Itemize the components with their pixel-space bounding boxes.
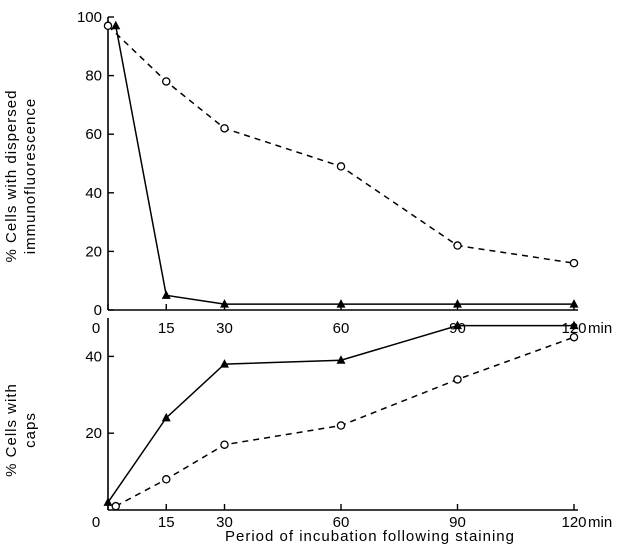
panel1-series-triangles-point bbox=[336, 299, 346, 308]
panel2-y-axis-label-line: % Cells with bbox=[3, 383, 20, 477]
panel1-series-triangles-point bbox=[453, 299, 462, 308]
panel2-x-tick-label: 90 bbox=[449, 514, 466, 531]
panel1-x-tick-label: 15 bbox=[158, 320, 175, 337]
panel2-x-tick-label: 120 bbox=[561, 514, 586, 531]
panel1-y-axis-label: % Cells with dispersed immunofluorescence bbox=[3, 90, 39, 263]
panel1-y-tick-label: 0 bbox=[94, 302, 102, 319]
panel1-y-tick-label: 100 bbox=[77, 9, 102, 26]
panel2-x-tick-label: 30 bbox=[216, 514, 233, 531]
panel1-series-circles-point bbox=[161, 77, 171, 86]
panel1-series-circles-point bbox=[336, 162, 346, 171]
panel2-y-axis-label-line: caps bbox=[22, 412, 39, 448]
panel1-series-triangles-point bbox=[161, 290, 171, 299]
panel1-series-circles-point bbox=[220, 124, 229, 133]
panel2-series-circles-line bbox=[115, 336, 575, 507]
panel2-series-triangles-point bbox=[569, 320, 579, 330]
panel2-x-tick-label: 15 bbox=[158, 514, 175, 531]
panel2-x-unit-label: min bbox=[588, 514, 612, 531]
panel1-y-tick-label: 20 bbox=[85, 243, 102, 260]
panel1-x-tick-label: 0 bbox=[92, 320, 100, 337]
panel1-series-triangles-point bbox=[111, 20, 121, 30]
panel2-series-circles-point bbox=[453, 375, 462, 384]
panel2-series-triangles-point bbox=[220, 359, 229, 368]
panel1-x-tick-label: 30 bbox=[216, 320, 233, 337]
panel1-series-circles-point bbox=[569, 258, 579, 268]
panel1-series-circles-point bbox=[103, 21, 113, 31]
panel2-series-triangles-point bbox=[161, 412, 171, 422]
panel2-series-triangles-point bbox=[103, 497, 113, 506]
panel2-series-triangles-point bbox=[336, 355, 346, 364]
panel1-y-tick-label: 80 bbox=[85, 68, 102, 85]
panel2-series-circles-point bbox=[336, 421, 346, 430]
panel1-x-tick-label: 60 bbox=[333, 320, 350, 337]
panel1-y-axis-label-line: immunofluorescence bbox=[22, 98, 39, 254]
panel1-y-tick-label: 60 bbox=[85, 126, 102, 143]
panel1-series-circles-point bbox=[453, 241, 462, 250]
x-axis-label: Period of incubation following staining bbox=[225, 528, 515, 545]
panel2-x-tick-label: 60 bbox=[333, 514, 350, 531]
panel1-series-triangles-point bbox=[220, 299, 229, 308]
panel1-y-tick-label: 40 bbox=[85, 185, 102, 202]
panel1-series-triangles-line bbox=[115, 25, 574, 305]
panel1-series-triangles-point bbox=[569, 299, 579, 308]
top-panel: 020406080100015306090120min% Cells with … bbox=[3, 9, 612, 337]
panel2-series-circles-point bbox=[161, 475, 171, 484]
panel2-series-circles-point bbox=[111, 501, 121, 511]
panel2-y-tick-label: 20 bbox=[85, 425, 102, 442]
panel1-y-axis-label-line: % Cells with dispersed bbox=[3, 90, 20, 263]
panel1-x-unit-label: min bbox=[588, 320, 612, 337]
panel2-series-triangles-line bbox=[107, 324, 574, 503]
panel2-series-triangles-point bbox=[453, 320, 462, 330]
panel2-x-tick-label: 0 bbox=[92, 514, 100, 531]
panel2-series-circles-point bbox=[569, 332, 579, 342]
panel1-series-circles-line bbox=[107, 25, 575, 264]
panel2-y-axis-label: % Cells with caps bbox=[3, 383, 39, 477]
panel2-y-tick-label: 40 bbox=[85, 348, 102, 365]
panel2-series-circles-point bbox=[220, 440, 229, 449]
